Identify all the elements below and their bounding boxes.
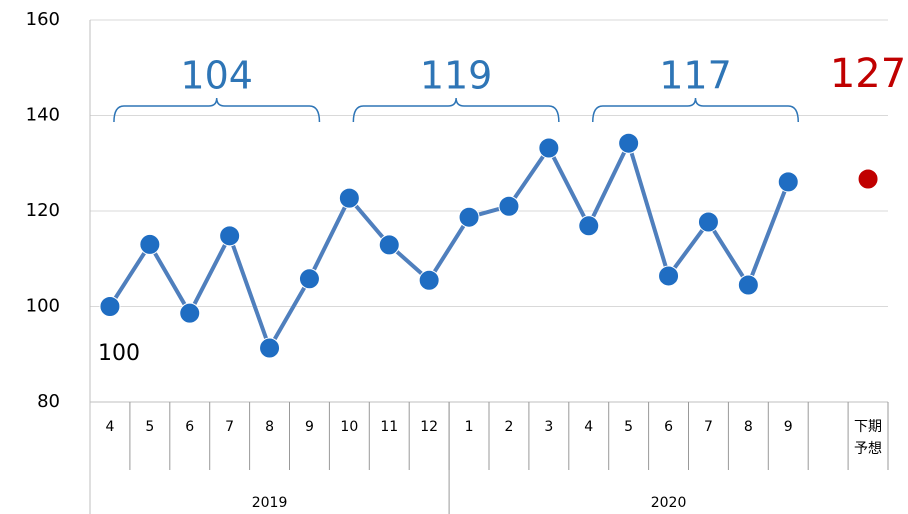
- data-point: [618, 132, 640, 154]
- y-tick-label: 140: [26, 105, 60, 126]
- data-point: [777, 171, 799, 193]
- x-tick-label-box: 10: [340, 419, 359, 435]
- x-tick-label: 10: [340, 419, 359, 435]
- x-tick-label-box: 8: [743, 419, 753, 435]
- bracket: [352, 97, 560, 123]
- x-tick-label-box: 9: [304, 419, 314, 435]
- x-tick-label: 5: [145, 419, 155, 435]
- series-line: [108, 141, 791, 351]
- x-tick-label: 7: [225, 419, 235, 435]
- period-average: 117: [659, 54, 732, 98]
- x-tick-label: 11: [380, 419, 399, 435]
- x-tick-label: 6: [185, 419, 195, 435]
- data-point: [219, 225, 241, 247]
- data-point: [697, 211, 719, 233]
- group-label: 2019: [252, 495, 288, 511]
- x-tick-label-box: 5: [624, 419, 634, 435]
- data-point: [737, 274, 759, 296]
- x-tick-label: 8: [265, 419, 274, 435]
- x-tick-label: 6: [664, 419, 673, 435]
- x-tick-label: 9: [783, 419, 793, 435]
- data-point: [498, 195, 520, 217]
- x-tick-label-box: 9: [783, 419, 793, 435]
- bracket: [592, 97, 799, 123]
- x-tick-label: 1: [464, 419, 474, 435]
- x-tick-label-box: 5: [145, 419, 155, 435]
- x-tick-label-box: 6: [664, 419, 673, 435]
- x-tick-label-box: 12: [420, 419, 439, 435]
- x-tick-label: 5: [624, 419, 634, 435]
- data-point: [259, 337, 281, 359]
- data-point: [139, 233, 161, 255]
- x-tick-label-box: 下期予想: [854, 419, 883, 457]
- x-tick-label: 3: [544, 419, 554, 435]
- data-point: [578, 215, 600, 237]
- data-point: [179, 302, 201, 324]
- y-tick-label: 80: [37, 391, 60, 412]
- data-point: [99, 296, 121, 317]
- x-tick-label-box: 7: [225, 419, 235, 435]
- data-point: [298, 268, 320, 290]
- data-point: [458, 206, 480, 228]
- x-tick-label-box: 4: [105, 419, 115, 435]
- x-tick-label-box: 6: [185, 419, 195, 435]
- x-tick-label-box: 7: [703, 419, 713, 435]
- y-tick-label: 120: [26, 200, 60, 221]
- x-tick-label: 12: [420, 419, 439, 435]
- x-tick-label: 4: [584, 419, 594, 435]
- start-label: 100: [98, 341, 140, 366]
- x-tick-label: 2: [504, 419, 514, 435]
- x-tick-label: 下期予想: [854, 419, 883, 457]
- x-tick-label-box: 4: [584, 419, 594, 435]
- y-tick-label: 160: [26, 9, 60, 30]
- x-tick-label-box: 2: [504, 419, 514, 435]
- x-tick-label: 9: [304, 419, 314, 435]
- x-tick-label-box: 8: [265, 419, 274, 435]
- y-tick-label: 100: [26, 296, 60, 317]
- data-point: [857, 168, 879, 190]
- data-point: [658, 265, 680, 287]
- data-point: [418, 269, 440, 291]
- x-tick-label: 4: [105, 419, 115, 435]
- bracket: [113, 97, 321, 123]
- x-tick-label: 7: [703, 419, 713, 435]
- data-point: [338, 187, 360, 209]
- period-average: 119: [420, 54, 493, 98]
- x-tick-label-box: 11: [380, 419, 399, 435]
- forecast-label: 127: [830, 51, 906, 97]
- group-label: 2020: [651, 495, 687, 511]
- period-average: 104: [180, 54, 253, 98]
- x-tick-label: 8: [743, 419, 753, 435]
- data-point: [378, 234, 400, 256]
- x-tick-label-box: 1: [464, 419, 474, 435]
- x-tick-label-box: 3: [544, 419, 554, 435]
- data-point: [538, 137, 560, 159]
